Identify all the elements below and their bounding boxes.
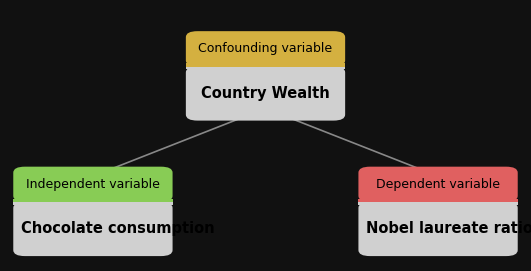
Text: Chocolate consumption: Chocolate consumption — [21, 221, 215, 237]
Bar — [13, 199, 173, 202]
FancyBboxPatch shape — [13, 167, 173, 202]
FancyBboxPatch shape — [186, 31, 345, 66]
Text: Nobel laureate ratio: Nobel laureate ratio — [366, 221, 531, 237]
FancyBboxPatch shape — [186, 66, 345, 121]
Bar — [358, 199, 518, 205]
Bar — [186, 63, 345, 67]
FancyBboxPatch shape — [13, 202, 173, 256]
Bar — [358, 199, 518, 202]
FancyBboxPatch shape — [358, 202, 518, 256]
Text: Country Wealth: Country Wealth — [201, 86, 330, 101]
Text: Independent variable: Independent variable — [26, 178, 160, 191]
Text: Confounding variable: Confounding variable — [199, 42, 332, 55]
Text: Dependent variable: Dependent variable — [376, 178, 500, 191]
Bar — [186, 63, 345, 69]
Bar — [13, 199, 173, 205]
FancyBboxPatch shape — [358, 167, 518, 202]
